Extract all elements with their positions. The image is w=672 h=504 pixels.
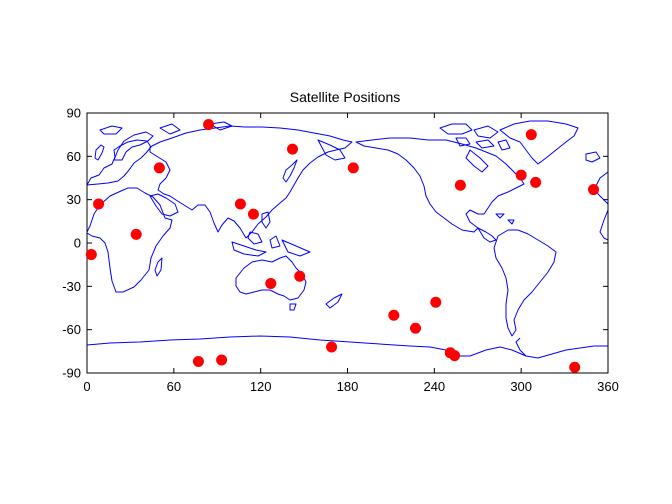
satellite-point: [454, 179, 466, 191]
satellite-point: [265, 277, 277, 289]
coastline-arabia: [149, 193, 179, 217]
satellite-point: [216, 354, 228, 366]
coastline-central-america: [477, 227, 497, 243]
y-tick-label: 30: [67, 192, 81, 207]
coastline-iceland: [585, 151, 601, 163]
satellite-point: [530, 176, 542, 188]
coastline-tasmania: [289, 303, 297, 311]
satellite-point: [525, 129, 537, 141]
satellite-point: [430, 296, 442, 308]
satellite-point: [588, 184, 600, 196]
satellite-point: [449, 350, 461, 362]
y-tick-label: -60: [62, 322, 81, 337]
satellite-point: [85, 249, 97, 261]
satellite-point: [153, 162, 165, 174]
y-tick-label: 90: [67, 106, 81, 121]
coastline-hudson-bay: [465, 149, 489, 173]
coastline-caribbean: [495, 213, 515, 225]
axis-ticks: [86, 112, 609, 374]
coastline-arctic-islands: [439, 123, 511, 151]
satellite-point: [130, 228, 142, 240]
satellite-point: [569, 361, 581, 373]
coastline-kamchatka: [317, 139, 346, 161]
satellite-point: [515, 169, 527, 181]
coastline-africa: [87, 187, 173, 293]
chart-title: Satellite Positions: [290, 89, 401, 105]
x-axis-tick-labels: 0 60 120 180 240 300 360: [83, 379, 618, 394]
coastline-antarctica: [87, 335, 608, 359]
y-axis-tick-labels: -90 -60 -30 0 30 60 90: [62, 106, 81, 381]
satellite-point: [326, 341, 338, 353]
x-tick-label: 360: [597, 379, 619, 394]
x-tick-label: 60: [167, 379, 181, 394]
coastline-antarctic-peninsula: [515, 337, 527, 357]
coastline-asia: [149, 125, 353, 239]
x-tick-label: 0: [83, 379, 90, 394]
satellite-point: [192, 355, 204, 367]
coastline-scandinavia: [113, 131, 154, 161]
coastline-australia: [235, 255, 307, 301]
coastline-greenland: [499, 120, 579, 165]
coastline-south-america: [493, 229, 557, 337]
coastline-indonesia: [231, 231, 311, 257]
x-tick-label: 180: [337, 379, 359, 394]
x-tick-label: 240: [423, 379, 445, 394]
coastline-north-america: [355, 137, 525, 233]
world-map-coastlines: [87, 120, 608, 359]
satellite-point: [287, 143, 299, 155]
satellite-point: [410, 322, 422, 334]
satellite-point: [347, 162, 359, 174]
y-tick-label: 0: [74, 236, 81, 251]
satellite-markers: [85, 119, 600, 373]
coastline-philippines: [261, 211, 271, 229]
coastline-britain: [94, 144, 105, 161]
x-tick-label: 300: [510, 379, 532, 394]
satellite-point: [388, 309, 400, 321]
y-tick-label: -90: [62, 366, 81, 381]
satellite-point: [234, 198, 246, 210]
coastline-africa-wrap: [599, 209, 608, 241]
x-tick-label: 120: [250, 379, 272, 394]
satellite-point: [247, 208, 259, 220]
coastline-new-zealand: [325, 293, 343, 309]
satellite-point: [93, 198, 105, 210]
coastline-arctic-europe: [99, 121, 233, 135]
satellite-point: [294, 270, 306, 282]
coastline-madagascar: [154, 257, 163, 277]
y-tick-label: 60: [67, 149, 81, 164]
y-tick-label: -30: [62, 279, 81, 294]
satellite-point: [203, 119, 215, 131]
coastline-japan: [282, 159, 298, 183]
